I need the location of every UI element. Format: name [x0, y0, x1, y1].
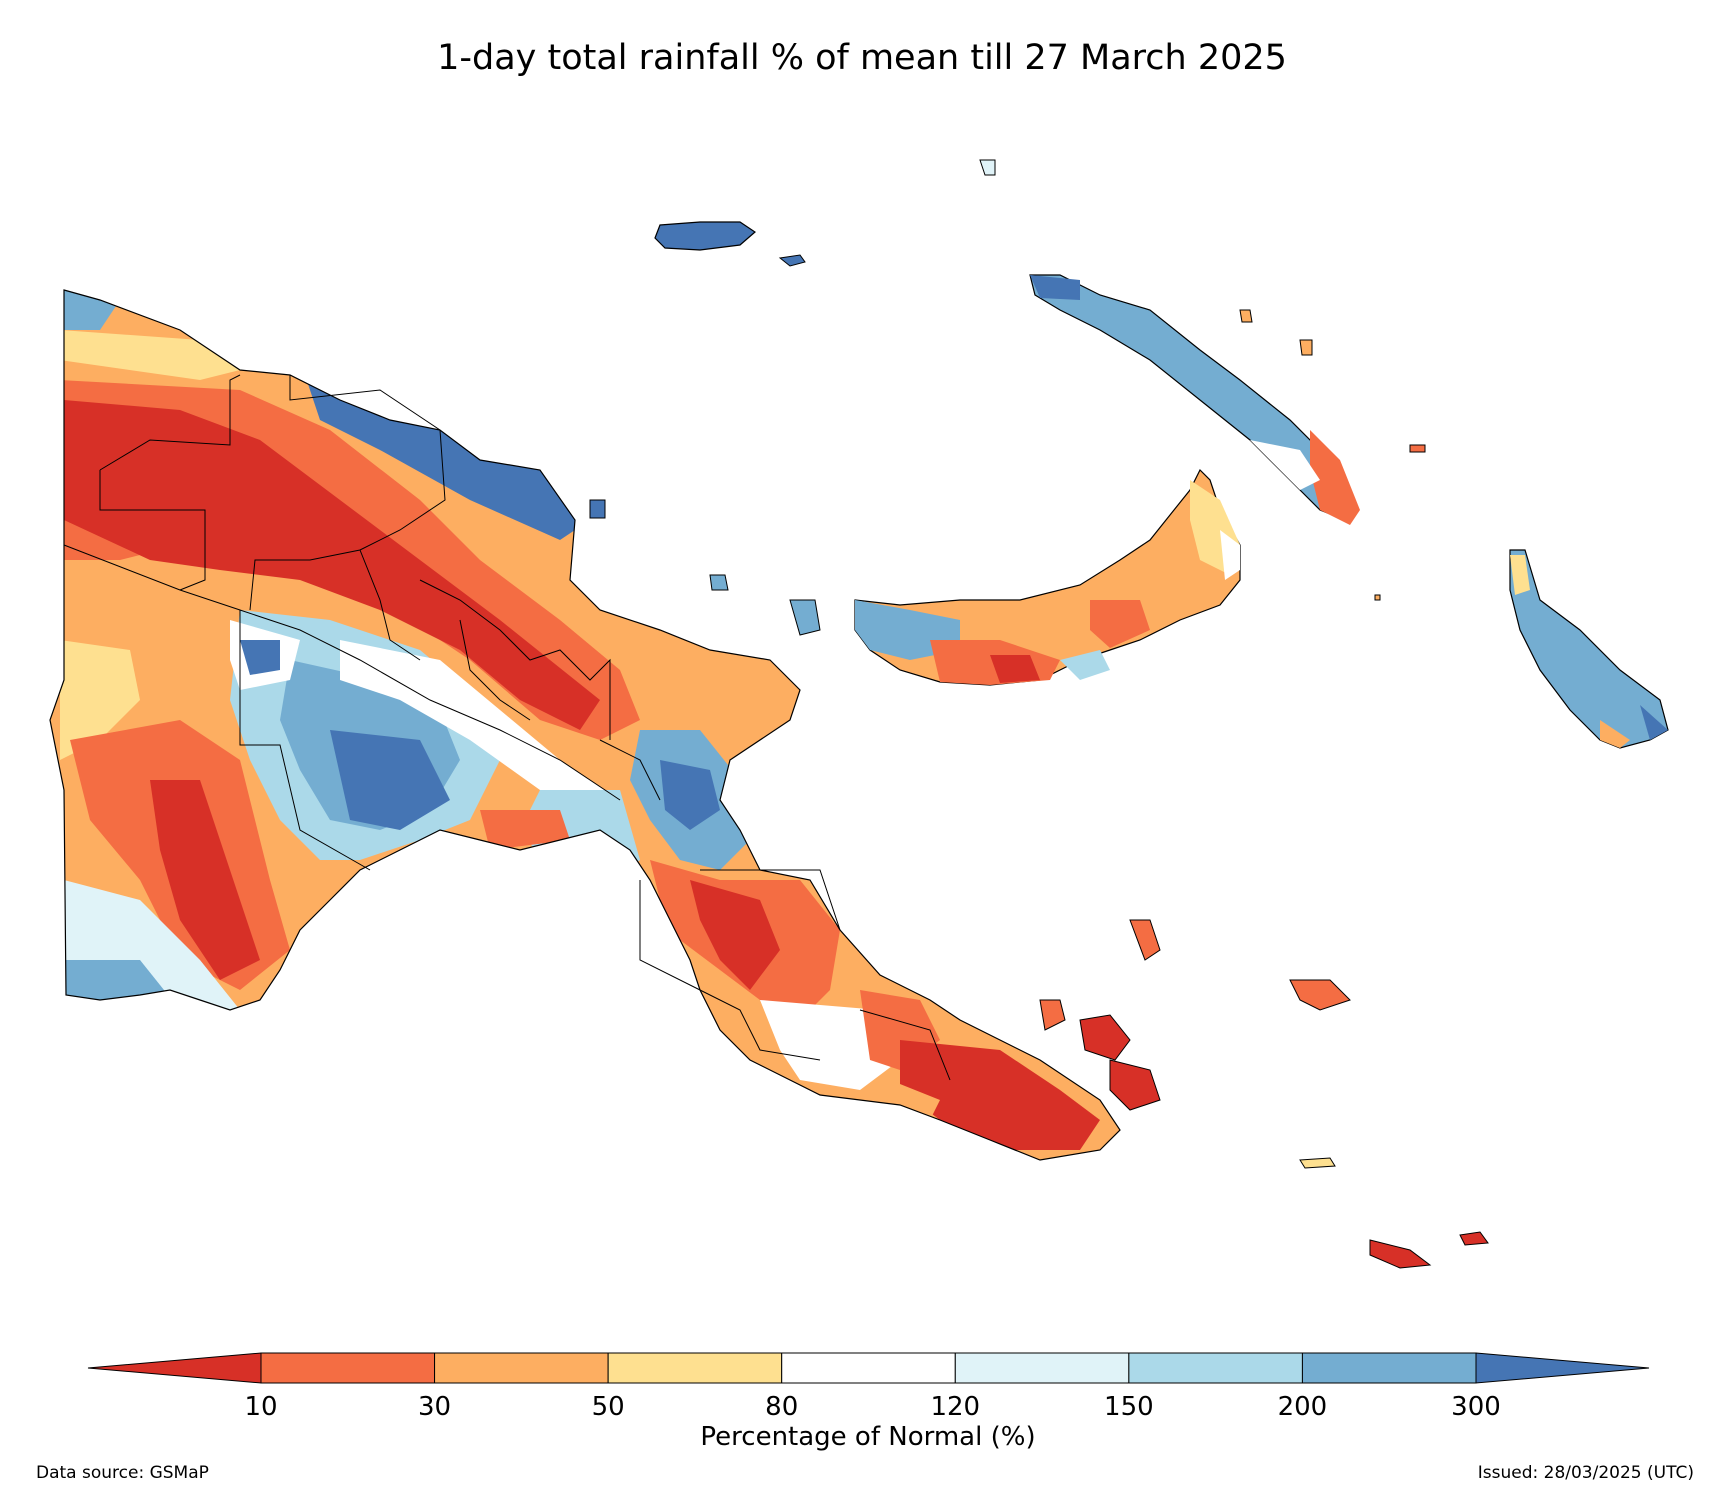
- manus-island: [654, 221, 806, 267]
- colorbar-tick-label: 30: [418, 1392, 451, 1422]
- colorbar-bin: [781, 1352, 956, 1384]
- colorbar-over-triangle: [1475, 1352, 1650, 1384]
- new-ireland: [1029, 274, 1360, 525]
- colorbar-tick-label: 150: [1104, 1392, 1154, 1422]
- colorbar-tick-label: 50: [592, 1392, 625, 1422]
- milne-bay-islands: [1039, 919, 1489, 1269]
- colorbar-bin: [1301, 1352, 1477, 1384]
- colorbar-bin: [434, 1352, 609, 1384]
- map-title: 1-day total rainfall % of mean till 27 M…: [437, 38, 1287, 78]
- colorbar-tick-labels: 10 30 50 80 120 150 200 300: [244, 1392, 1500, 1422]
- data-source-note: Data source: GSMaP: [36, 1463, 209, 1483]
- new-britain: [854, 468, 1241, 686]
- colorbar-bin: [1128, 1352, 1303, 1384]
- colorbar-tick-label: 120: [930, 1392, 980, 1422]
- colorbar-tick-label: 80: [765, 1392, 798, 1422]
- issued-date-note: Issued: 28/03/2025 (UTC): [1477, 1463, 1694, 1483]
- rainfall-map: [49, 159, 1669, 1269]
- colorbar-bin: [607, 1352, 783, 1384]
- colorbar-tick-label: 10: [244, 1392, 277, 1422]
- colorbar-bin: [260, 1352, 436, 1384]
- bougainville: [1509, 549, 1669, 749]
- colorbar-bin: [954, 1352, 1130, 1384]
- colorbar-bins: [260, 1352, 1477, 1384]
- colorbar-under-triangle: [87, 1352, 262, 1384]
- colorbar-label: Percentage of Normal (%): [700, 1422, 1035, 1452]
- colorbar-tick-label: 300: [1451, 1392, 1501, 1422]
- small-islands: [589, 159, 1426, 636]
- colorbar-tick-label: 200: [1278, 1392, 1328, 1422]
